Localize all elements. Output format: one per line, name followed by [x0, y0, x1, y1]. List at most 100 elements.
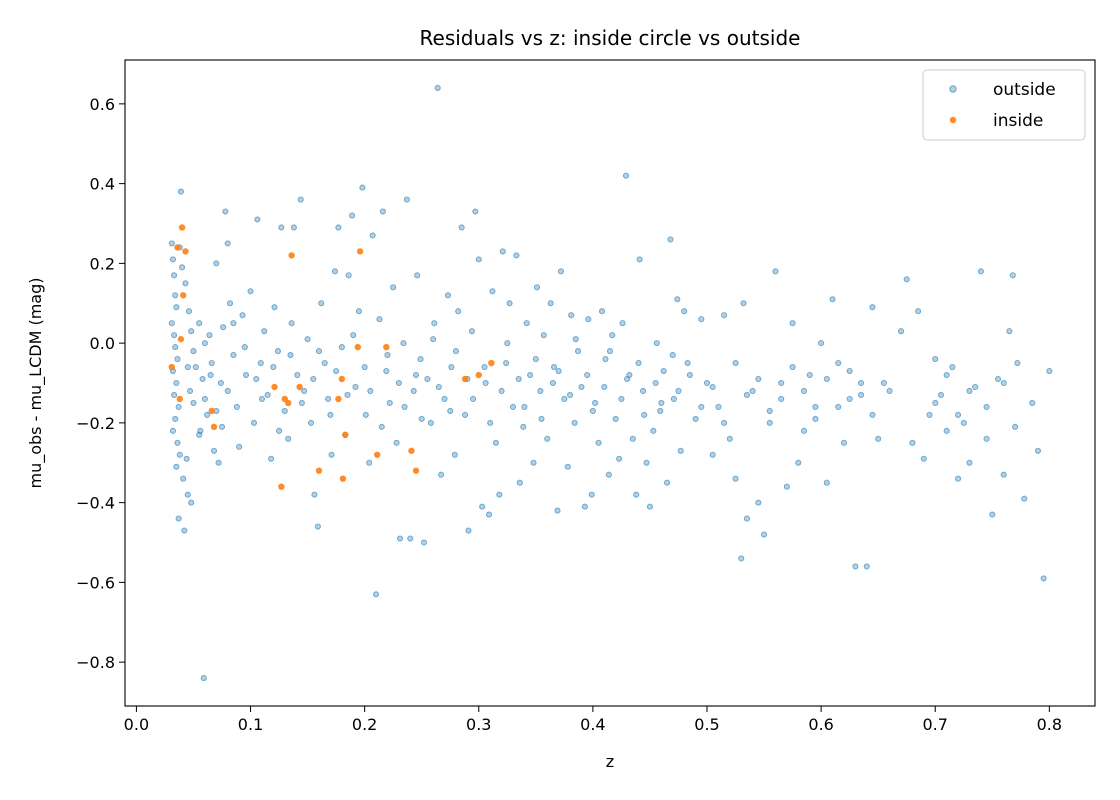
- point-outside-253: [230, 320, 237, 327]
- point-outside-114: [451, 451, 458, 458]
- point-inside-23: [383, 343, 390, 351]
- point-outside-147: [564, 463, 571, 470]
- point-outside-192: [740, 300, 747, 307]
- point-inside-15: [315, 467, 323, 474]
- point-outside-234: [989, 511, 996, 518]
- point-outside-269: [378, 423, 385, 430]
- point-outside-231: [972, 383, 979, 391]
- point-outside-3: [172, 292, 179, 299]
- point-outside-29: [186, 387, 194, 395]
- point-outside-212: [852, 563, 859, 570]
- point-outside-327: [983, 403, 990, 410]
- point-outside-197: [766, 419, 773, 426]
- point-outside-130: [506, 300, 513, 307]
- point-outside-201: [789, 320, 796, 327]
- point-outside-27: [190, 348, 197, 355]
- point-outside-128: [499, 248, 506, 255]
- point-outside-306: [698, 403, 705, 410]
- point-outside-276: [435, 383, 442, 391]
- point-outside-225: [937, 391, 944, 399]
- point-outside-233: [983, 435, 990, 442]
- point-outside-93: [379, 208, 386, 215]
- point-outside-258: [276, 427, 283, 434]
- point-outside-301: [652, 379, 659, 387]
- point-inside-0: [168, 363, 175, 371]
- point-outside-113: [448, 363, 455, 371]
- point-outside-181: [681, 308, 688, 315]
- point-outside-177: [667, 236, 674, 243]
- point-outside-23: [180, 475, 187, 482]
- point-outside-20: [181, 527, 188, 534]
- point-outside-48: [226, 300, 234, 307]
- point-outside-221: [915, 308, 922, 315]
- point-outside-220: [909, 439, 916, 446]
- point-outside-229: [960, 419, 967, 426]
- point-outside-17: [173, 463, 180, 470]
- point-outside-112: [444, 292, 452, 299]
- point-outside-125: [489, 288, 496, 295]
- point-outside-267: [361, 363, 368, 371]
- point-outside-95: [386, 399, 393, 406]
- point-outside-51: [236, 443, 243, 450]
- point-outside-118: [465, 527, 472, 534]
- point-outside-104: [417, 356, 424, 363]
- point-outside-50: [233, 403, 240, 410]
- point-outside-310: [743, 391, 750, 399]
- point-inside-4: [180, 292, 187, 299]
- point-outside-278: [452, 348, 459, 355]
- point-outside-127: [496, 491, 503, 498]
- y-tick-label-1: −0.6: [76, 573, 115, 592]
- chart-title: Residuals vs z: inside circle vs outside: [420, 26, 801, 50]
- point-outside-25: [185, 308, 192, 315]
- point-outside-202: [795, 459, 802, 466]
- point-outside-42: [213, 260, 220, 267]
- plot-frame: [124, 59, 1096, 707]
- point-outside-46: [222, 208, 229, 215]
- point-outside-184: [698, 316, 705, 323]
- point-outside-89: [366, 459, 373, 466]
- point-outside-98: [396, 535, 404, 542]
- point-outside-313: [778, 395, 785, 403]
- point-outside-34: [199, 375, 206, 383]
- point-outside-0: [168, 240, 175, 247]
- point-outside-183: [692, 415, 699, 422]
- point-outside-186: [709, 451, 716, 458]
- point-outside-228: [955, 475, 962, 482]
- point-outside-63: [278, 224, 285, 231]
- point-inside-14: [296, 383, 303, 391]
- point-outside-319: [846, 367, 853, 375]
- point-outside-207: [823, 479, 830, 486]
- point-outside-142: [547, 300, 554, 307]
- point-inside-2: [176, 395, 183, 403]
- point-outside-238: [1009, 272, 1016, 279]
- point-outside-122: [479, 503, 486, 510]
- point-outside-242: [1034, 447, 1041, 454]
- point-outside-45: [220, 324, 227, 331]
- point-outside-111: [441, 395, 448, 403]
- point-outside-222: [920, 455, 927, 462]
- point-outside-190: [732, 475, 739, 482]
- point-outside-61: [271, 304, 278, 311]
- point-outside-272: [401, 403, 408, 410]
- point-outside-160: [609, 332, 616, 339]
- point-outside-33: [196, 320, 203, 327]
- point-outside-298: [624, 375, 631, 383]
- point-outside-121: [475, 256, 482, 263]
- point-outside-156: [595, 439, 602, 446]
- point-outside-115: [455, 308, 462, 315]
- point-outside-322: [880, 379, 887, 387]
- point-outside-304: [675, 387, 682, 395]
- point-outside-326: [966, 387, 973, 395]
- point-outside-158: [602, 356, 609, 363]
- point-outside-77: [325, 395, 332, 403]
- point-outside-124: [485, 511, 493, 518]
- point-outside-290: [555, 367, 562, 375]
- point-outside-19: [175, 515, 182, 522]
- point-outside-172: [650, 427, 657, 434]
- point-outside-6: [171, 332, 178, 339]
- point-outside-299: [635, 360, 642, 367]
- point-inside-6: [182, 248, 189, 255]
- point-outside-44: [217, 379, 224, 387]
- point-inside-10: [278, 483, 285, 490]
